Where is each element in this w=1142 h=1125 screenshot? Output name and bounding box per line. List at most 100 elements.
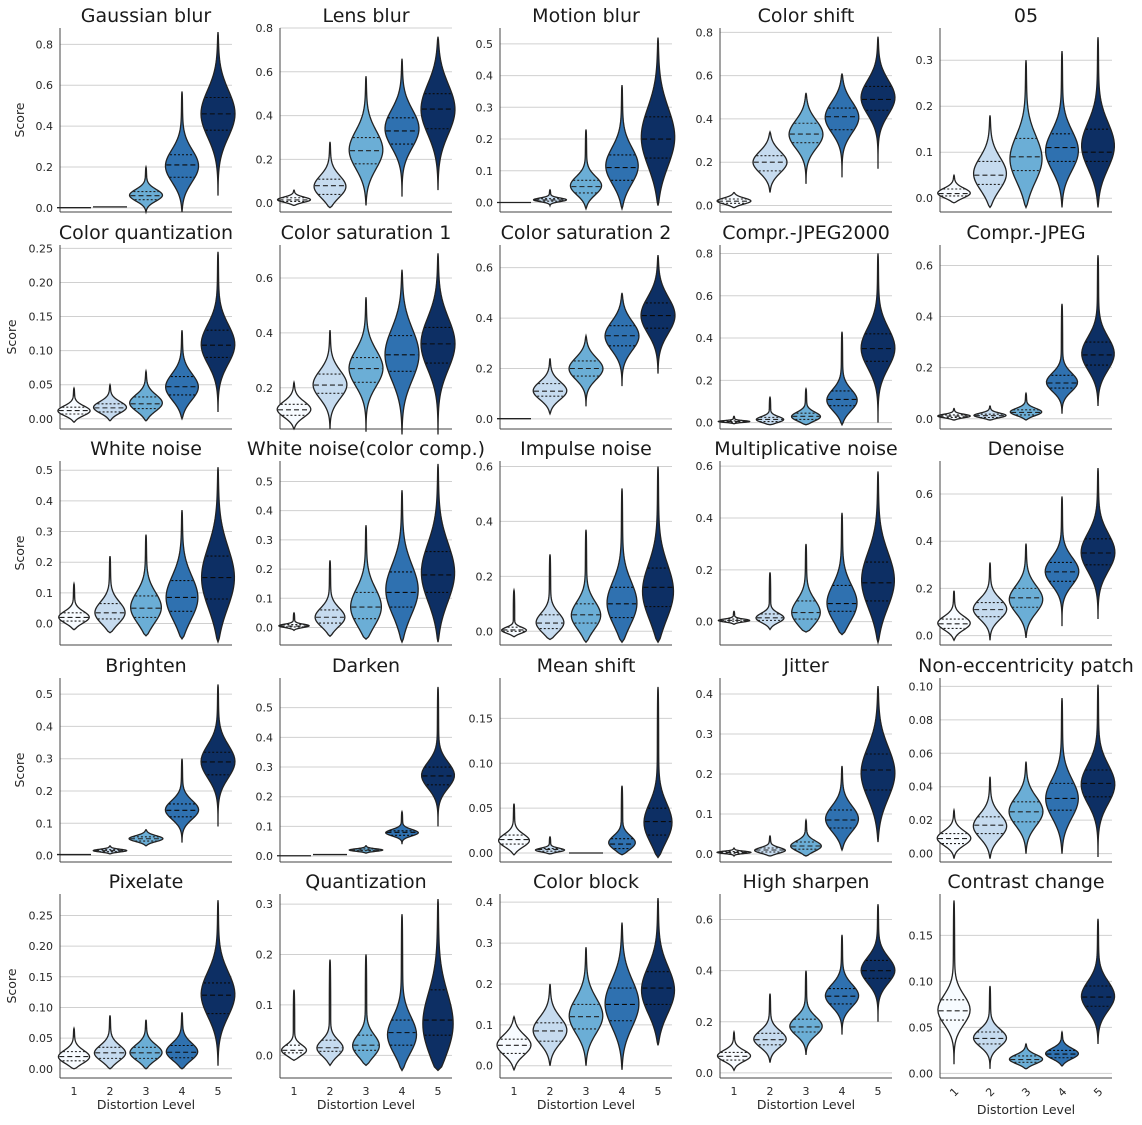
y-tick-label: 0.0 xyxy=(696,200,714,213)
violin xyxy=(314,560,346,638)
y-tick-label: 0.0 xyxy=(256,1049,274,1062)
y-tick-label: 0.6 xyxy=(916,488,934,501)
violin xyxy=(313,141,347,209)
violin xyxy=(1081,255,1115,407)
y-tick-label: 0.10 xyxy=(469,757,494,770)
violin xyxy=(422,898,454,1072)
y-tick-label: 0.0 xyxy=(256,621,274,634)
violin xyxy=(860,904,896,1022)
violin xyxy=(1008,543,1044,639)
panel-title: Jitter xyxy=(782,655,828,677)
violin xyxy=(790,818,822,857)
x-tick-label: 3 xyxy=(803,1085,810,1098)
violin xyxy=(860,253,896,423)
violin xyxy=(604,922,640,1070)
x-tick-label: 1 xyxy=(291,1085,298,1098)
y-tick-label: 0.2 xyxy=(696,156,714,169)
violin xyxy=(349,525,383,641)
violin xyxy=(129,368,163,422)
y-tick-label: 0.4 xyxy=(256,327,274,340)
x-tick-label: 4 xyxy=(1055,1085,1069,1099)
violin xyxy=(860,685,896,843)
y-tick-label: 0.4 xyxy=(256,110,274,123)
y-tick-label: 0.10 xyxy=(909,975,934,988)
y-tick-label: 0.8 xyxy=(696,247,714,260)
violin xyxy=(789,970,823,1056)
y-tick-label: 0.20 xyxy=(29,940,54,953)
violin xyxy=(824,73,860,178)
violin xyxy=(420,686,456,827)
violin xyxy=(57,386,91,424)
y-tick-label: 0.0 xyxy=(916,192,934,205)
y-tick-label: 0.6 xyxy=(36,79,54,92)
y-tick-label: 0.3 xyxy=(476,101,494,114)
y-tick-label: 0.2 xyxy=(916,582,934,595)
y-tick-label: 0.00 xyxy=(29,1063,54,1076)
violin xyxy=(937,590,971,642)
y-tick-label: 0.8 xyxy=(36,38,54,51)
violin xyxy=(93,1015,127,1070)
violin xyxy=(384,58,420,197)
panel-title: Motion blur xyxy=(532,5,640,27)
x-tick-label: 4 xyxy=(179,1085,186,1098)
violin xyxy=(200,467,236,644)
x-tick-label: 1 xyxy=(511,1085,518,1098)
y-tick-label: 0.8 xyxy=(256,22,274,35)
violin xyxy=(1080,918,1116,1044)
y-tick-label: 0.5 xyxy=(256,475,274,488)
y-axis-label: Score xyxy=(4,319,19,354)
y-tick-label: 0.4 xyxy=(36,720,54,733)
violin xyxy=(57,1026,91,1070)
y-tick-label: 0.4 xyxy=(696,965,714,978)
y-tick-label: 0.1 xyxy=(916,146,934,159)
violin xyxy=(278,611,310,632)
violin xyxy=(824,765,860,852)
y-tick-label: 0.5 xyxy=(476,38,494,51)
violin xyxy=(128,164,164,215)
x-tick-label: 5 xyxy=(1091,1085,1105,1099)
x-tick-label: 3 xyxy=(143,1085,150,1098)
panel-title: Color saturation 1 xyxy=(281,222,452,244)
panel-title: Darken xyxy=(332,655,400,677)
violin xyxy=(535,554,565,641)
panel-title: Mean shift xyxy=(537,655,636,677)
y-tick-label: 0.4 xyxy=(476,70,494,83)
y-tick-label: 0.5 xyxy=(256,702,274,715)
violin xyxy=(972,776,1008,859)
y-tick-label: 0.2 xyxy=(36,785,54,798)
y-tick-label: 0.4 xyxy=(256,731,274,744)
violin xyxy=(755,395,785,426)
y-axis-label: Score xyxy=(12,535,27,570)
y-tick-label: 0.6 xyxy=(916,259,934,272)
violin xyxy=(276,380,312,431)
y-tick-label: 0.1 xyxy=(476,165,494,178)
y-tick-label: 0.3 xyxy=(36,753,54,766)
y-tick-label: 0.2 xyxy=(36,556,54,569)
y-tick-label: 0.2 xyxy=(696,374,714,387)
violin xyxy=(1045,698,1079,854)
panel-title: Contrast change xyxy=(947,871,1104,893)
violin xyxy=(753,993,787,1063)
violin xyxy=(568,333,604,407)
panel-title: Brighten xyxy=(105,655,186,677)
y-tick-label: 0.3 xyxy=(916,54,934,67)
y-tick-label: 0.0 xyxy=(476,413,494,426)
y-tick-label: 0.3 xyxy=(256,898,274,911)
violin xyxy=(164,91,200,213)
violin xyxy=(608,785,636,856)
violin xyxy=(1044,496,1080,627)
x-tick-label: 3 xyxy=(1019,1085,1033,1099)
y-tick-label: 0.5 xyxy=(36,688,54,701)
y-axis-label: Score xyxy=(12,102,27,137)
y-tick-label: 0.25 xyxy=(29,909,54,922)
y-tick-label: 0.4 xyxy=(696,688,714,701)
panel-title: Compr.-JPEG2000 xyxy=(722,222,890,244)
y-tick-label: 0.2 xyxy=(256,948,274,961)
violin xyxy=(717,415,751,425)
violin xyxy=(972,985,1008,1069)
y-tick-label: 0.4 xyxy=(476,515,494,528)
y-tick-label: 0.1 xyxy=(36,587,54,600)
x-axis-label: Distortion Level xyxy=(317,1097,415,1112)
y-tick-label: 0.05 xyxy=(29,1032,54,1045)
